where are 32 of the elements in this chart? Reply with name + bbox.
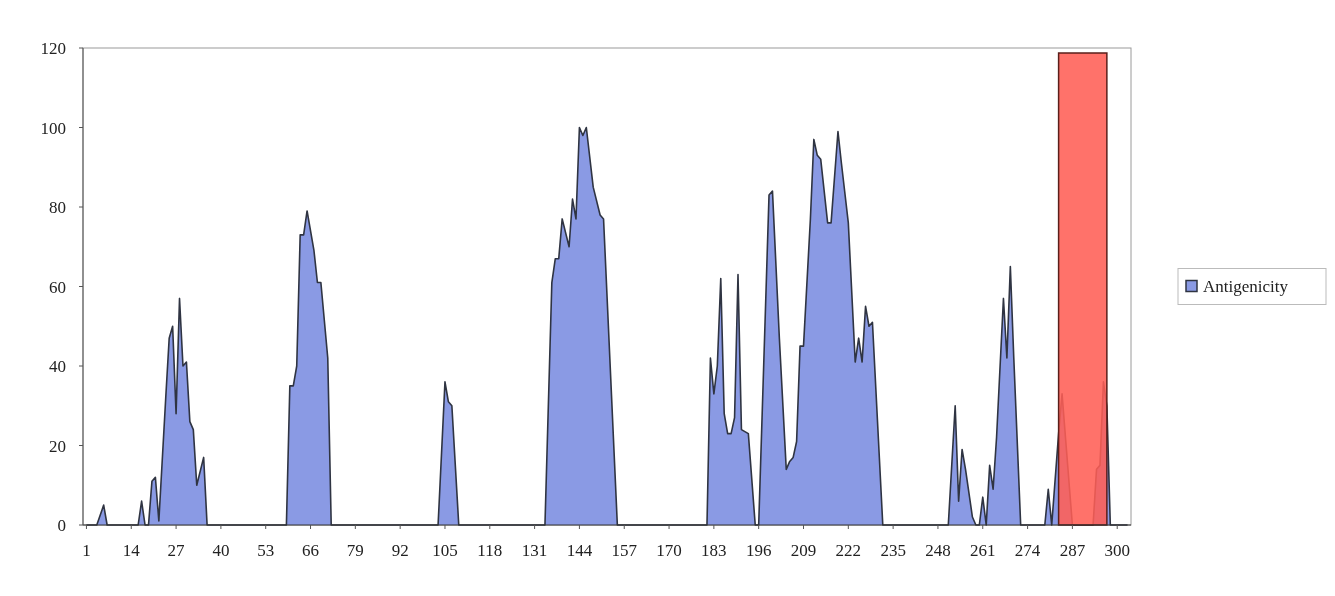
y-tick-label: 20 (49, 436, 66, 456)
x-tick-label: 144 (566, 541, 593, 560)
x-tick-label: 66 (302, 541, 320, 560)
x-tick-label: 40 (212, 541, 230, 560)
x-tick-label: 92 (391, 541, 409, 560)
y-tick-label: 0 (57, 516, 66, 535)
y-tick-label: 60 (49, 277, 66, 297)
y-tick-label: 100 (40, 118, 66, 138)
x-tick-label: 248 (925, 541, 951, 560)
x-tick-label: 105 (432, 541, 458, 560)
x-tick-label: 235 (880, 541, 906, 560)
y-tick-label: 40 (49, 357, 66, 376)
x-tick-label: 287 (1059, 541, 1086, 560)
x-tick-label: 157 (611, 541, 638, 560)
y-tick-label: 120 (40, 39, 66, 58)
x-tick-label: 53 (257, 541, 275, 560)
x-tick-label: 261 (970, 541, 996, 560)
x-tick-label: 79 (346, 541, 364, 560)
legend-label: Antigenicity (1203, 276, 1289, 296)
x-tick-label: 196 (745, 541, 772, 560)
x-tick-label: 14 (122, 541, 141, 560)
x-tick-label: 274 (1014, 541, 1041, 560)
x-tick-label: 300 (1104, 541, 1130, 560)
x-tick-label: 131 (521, 541, 548, 560)
x-tick-label: 183 (701, 541, 727, 560)
x-tick-label: 118 (477, 541, 503, 560)
y-tick-label: 80 (49, 198, 66, 217)
x-tick-label: 1 (82, 541, 91, 560)
x-tick-label: 209 (790, 541, 817, 560)
x-tick-label: 222 (835, 541, 862, 560)
x-tick-label: 27 (167, 541, 186, 560)
x-tick-label: 170 (656, 541, 682, 560)
